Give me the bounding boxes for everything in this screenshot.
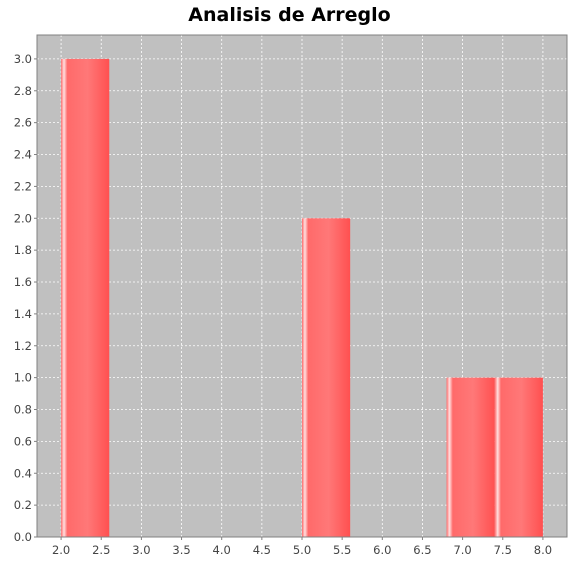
y-tick-label: 2.8 <box>14 84 32 98</box>
y-tick-label: 3.0 <box>14 52 32 66</box>
bar-2 <box>446 377 495 537</box>
x-tick-label: 7.0 <box>453 543 471 557</box>
x-tick-label: 5.5 <box>333 543 351 557</box>
x-tick-label: 7.5 <box>494 543 512 557</box>
x-tick-label: 3.0 <box>132 543 150 557</box>
bars <box>61 58 543 538</box>
y-tick-label: 2.4 <box>14 148 32 162</box>
x-tick-label: 2.5 <box>92 543 110 557</box>
y-tick-label: 1.4 <box>14 307 32 321</box>
y-tick-label: 1.6 <box>14 275 32 289</box>
x-tick-label: 5.0 <box>293 543 311 557</box>
x-tick-label: 8.0 <box>534 543 552 557</box>
y-tick-label: 0.0 <box>14 530 32 544</box>
y-tick-label: 0.8 <box>14 403 32 417</box>
y-tick-label: 2.0 <box>14 211 32 225</box>
bar-1 <box>302 218 351 537</box>
y-tick-label: 1.8 <box>14 243 32 257</box>
y-axis-ticks: 0.0 0.2 0.4 0.6 0.8 1.0 1.2 1.4 1.6 1.8 2.0 2.2 2.4 2… <box>14 52 37 544</box>
bar-0 <box>61 58 110 538</box>
x-tick-label: 4.5 <box>253 543 271 557</box>
y-tick-label: 2.2 <box>14 179 32 193</box>
x-tick-label: 6.0 <box>373 543 391 557</box>
x-tick-label: 4.0 <box>213 543 231 557</box>
x-axis-ticks: 2.0 2.5 3.0 3.5 4.0 4.5 5.0 5.5 6.0 6.5 7.0 7.5 8.0 <box>52 537 552 557</box>
x-tick-label: 2.0 <box>52 543 70 557</box>
y-tick-label: 0.2 <box>14 498 32 512</box>
y-tick-label: 0.6 <box>14 434 32 448</box>
y-tick-label: 1.0 <box>14 371 32 385</box>
y-tick-label: 1.2 <box>14 339 32 353</box>
x-tick-label: 3.5 <box>172 543 190 557</box>
chart-title: Analisis de Arreglo <box>188 4 390 26</box>
y-tick-label: 2.6 <box>14 116 32 130</box>
y-tick-label: 0.4 <box>14 466 32 480</box>
bar-3 <box>494 377 543 537</box>
x-tick-label: 6.5 <box>413 543 431 557</box>
